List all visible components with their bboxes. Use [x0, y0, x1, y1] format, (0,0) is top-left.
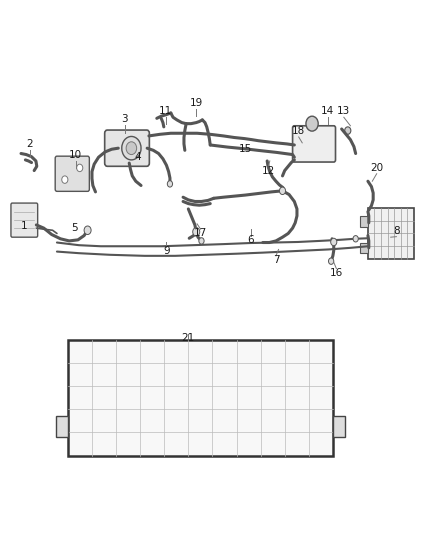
Circle shape	[328, 258, 334, 264]
FancyBboxPatch shape	[55, 156, 89, 191]
Text: 19: 19	[190, 98, 203, 108]
Bar	[68, 340, 333, 456]
Circle shape	[77, 164, 83, 172]
Circle shape	[167, 181, 173, 187]
Text: 4: 4	[135, 152, 141, 161]
Text: 5: 5	[71, 223, 78, 233]
Text: 13: 13	[337, 106, 350, 116]
Text: 17: 17	[194, 228, 207, 238]
Circle shape	[122, 136, 141, 160]
Text: 12: 12	[261, 166, 275, 176]
Text: 9: 9	[163, 246, 170, 256]
Text: 1: 1	[21, 221, 28, 231]
Text: 3: 3	[121, 114, 128, 124]
Text: 7: 7	[272, 255, 279, 265]
Circle shape	[84, 226, 91, 235]
Text: 6: 6	[247, 235, 254, 245]
FancyBboxPatch shape	[293, 126, 336, 162]
Circle shape	[199, 238, 204, 244]
Circle shape	[126, 142, 137, 155]
Bar	[56, 416, 68, 437]
Circle shape	[331, 238, 337, 246]
Text: 18: 18	[292, 126, 305, 136]
Bar	[360, 216, 368, 227]
Text: 11: 11	[159, 106, 172, 116]
Circle shape	[193, 228, 200, 236]
Text: 21: 21	[182, 333, 195, 343]
Circle shape	[345, 127, 351, 134]
Text: 20: 20	[370, 163, 383, 173]
Bar	[333, 416, 345, 437]
Text: 16: 16	[330, 268, 343, 278]
Bar	[360, 243, 368, 253]
Circle shape	[279, 187, 286, 195]
Text: 14: 14	[321, 106, 334, 116]
FancyBboxPatch shape	[11, 203, 38, 237]
Circle shape	[306, 116, 318, 131]
Circle shape	[62, 176, 68, 183]
FancyBboxPatch shape	[105, 130, 149, 166]
Text: 15: 15	[239, 144, 252, 154]
Bar	[368, 208, 414, 259]
Circle shape	[353, 236, 358, 242]
Text: 10: 10	[69, 150, 82, 160]
Text: 8: 8	[393, 225, 400, 236]
Text: 2: 2	[26, 139, 33, 149]
